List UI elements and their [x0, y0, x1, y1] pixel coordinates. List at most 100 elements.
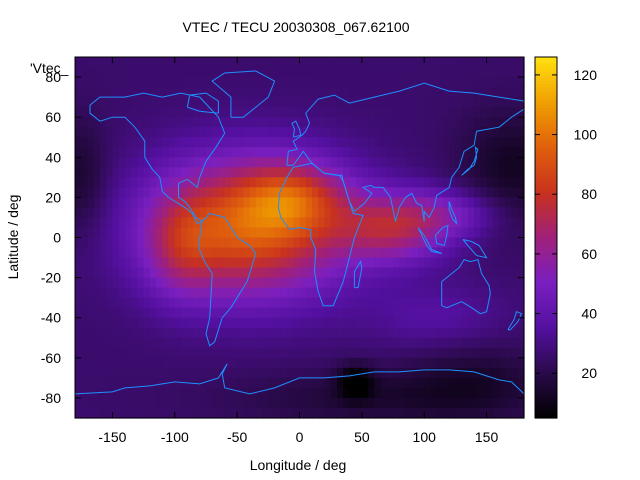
- heatmap-cell: [81, 347, 89, 359]
- heatmap-cell: [349, 197, 357, 209]
- heatmap-cell: [361, 217, 369, 229]
- heatmap-cell: [87, 237, 95, 249]
- heatmap-cell: [361, 67, 369, 78]
- heatmap-cell: [374, 387, 382, 399]
- heatmap-cell: [131, 137, 138, 148]
- heatmap-cell: [386, 197, 394, 209]
- heatmap-cell: [417, 307, 425, 319]
- heatmap-cell: [330, 177, 338, 188]
- heatmap-cell: [461, 377, 469, 389]
- heatmap-cell: [287, 147, 294, 158]
- heatmap-cell: [405, 307, 413, 319]
- heatmap-cell: [212, 147, 220, 158]
- heatmap-cell: [417, 167, 425, 178]
- heatmap-cell: [118, 357, 126, 369]
- heatmap-cell: [442, 107, 450, 118]
- heatmap-cell: [399, 407, 407, 419]
- heatmap-cell: [143, 357, 151, 369]
- heatmap-cell: [243, 257, 251, 269]
- heatmap-cell: [199, 187, 207, 198]
- heatmap-cell: [268, 357, 276, 369]
- heatmap-cell: [249, 337, 257, 349]
- heatmap-cell: [243, 147, 251, 158]
- heatmap-cell: [118, 67, 126, 78]
- heatmap-cell: [511, 157, 519, 168]
- heatmap-cell: [374, 77, 382, 88]
- heatmap-cell: [187, 227, 195, 239]
- heatmap-cell: [405, 177, 413, 188]
- heatmap-cell: [268, 387, 276, 399]
- heatmap-cell: [474, 67, 481, 78]
- heatmap-cell: [517, 407, 525, 419]
- heatmap-cell: [112, 257, 120, 269]
- heatmap-cell: [224, 317, 232, 329]
- heatmap-cell: [330, 197, 338, 209]
- heatmap-cell: [318, 177, 326, 188]
- heatmap-cell: [149, 347, 157, 359]
- heatmap-cell: [218, 187, 226, 198]
- heatmap-cell: [124, 227, 132, 239]
- heatmap-cell: [162, 237, 170, 249]
- heatmap-cell: [106, 247, 114, 259]
- heatmap-cell: [311, 117, 319, 128]
- heatmap-cell: [199, 97, 207, 108]
- heatmap-cell: [181, 377, 188, 389]
- coastline-new-zealand: [507, 311, 523, 331]
- heatmap-cell: [168, 97, 176, 108]
- heatmap-cell: [486, 227, 494, 239]
- heatmap-cell: [505, 397, 513, 409]
- heatmap-cell: [430, 137, 438, 148]
- heatmap-cell: [280, 317, 288, 329]
- heatmap-cell: [511, 307, 519, 319]
- heatmap-cell: [156, 247, 163, 259]
- heatmap-cell: [81, 357, 89, 369]
- heatmap-cell: [442, 257, 450, 269]
- heatmap-cell: [343, 347, 350, 359]
- colorbar-segment: [535, 375, 557, 380]
- heatmap-cell: [349, 287, 357, 299]
- heatmap-cell: [386, 187, 394, 198]
- heatmap-cell: [355, 57, 363, 68]
- heatmap-cell: [118, 407, 126, 419]
- heatmap-cell: [461, 257, 469, 269]
- heatmap-cell: [374, 247, 382, 259]
- heatmap-cell: [511, 57, 519, 68]
- heatmap-cell: [299, 247, 307, 259]
- heatmap-cell: [268, 287, 276, 299]
- heatmap-cell: [343, 57, 350, 68]
- colorbar-segment: [535, 78, 557, 82]
- heatmap-cell: [262, 97, 269, 108]
- colorbar-segment: [535, 351, 557, 356]
- heatmap-cell: [311, 317, 319, 329]
- heatmap-cell: [93, 107, 101, 118]
- heatmap-cell: [368, 347, 375, 359]
- heatmap-cell: [442, 277, 450, 289]
- heatmap-cell: [505, 117, 513, 128]
- heatmap-cell: [137, 57, 145, 68]
- heatmap-cell: [424, 227, 432, 239]
- heatmap-cell: [336, 67, 344, 78]
- heatmap-cell: [405, 57, 413, 68]
- heatmap-cell: [368, 337, 375, 349]
- heatmap-cell: [405, 267, 413, 279]
- heatmap-cell: [399, 77, 407, 88]
- heatmap-cell: [411, 297, 419, 309]
- heatmap-cell: [442, 167, 450, 178]
- heatmap-cell: [143, 67, 151, 78]
- heatmap-cell: [93, 397, 101, 409]
- heatmap-cell: [305, 187, 313, 198]
- heatmap-cell: [149, 97, 157, 108]
- heatmap-cell: [268, 127, 276, 138]
- heatmap-cell: [81, 207, 89, 219]
- heatmap-cell: [324, 57, 332, 68]
- heatmap-cell: [343, 377, 350, 389]
- heatmap-cell: [374, 87, 382, 98]
- heatmap-cell: [280, 117, 288, 128]
- heatmap-cell: [112, 247, 120, 259]
- heatmap-cell: [205, 57, 213, 68]
- heatmap-cell: [449, 407, 457, 419]
- heatmap-cell: [361, 167, 369, 178]
- heatmap-cell: [461, 227, 469, 239]
- heatmap-cell: [181, 407, 188, 419]
- colorbar-segment: [535, 321, 557, 326]
